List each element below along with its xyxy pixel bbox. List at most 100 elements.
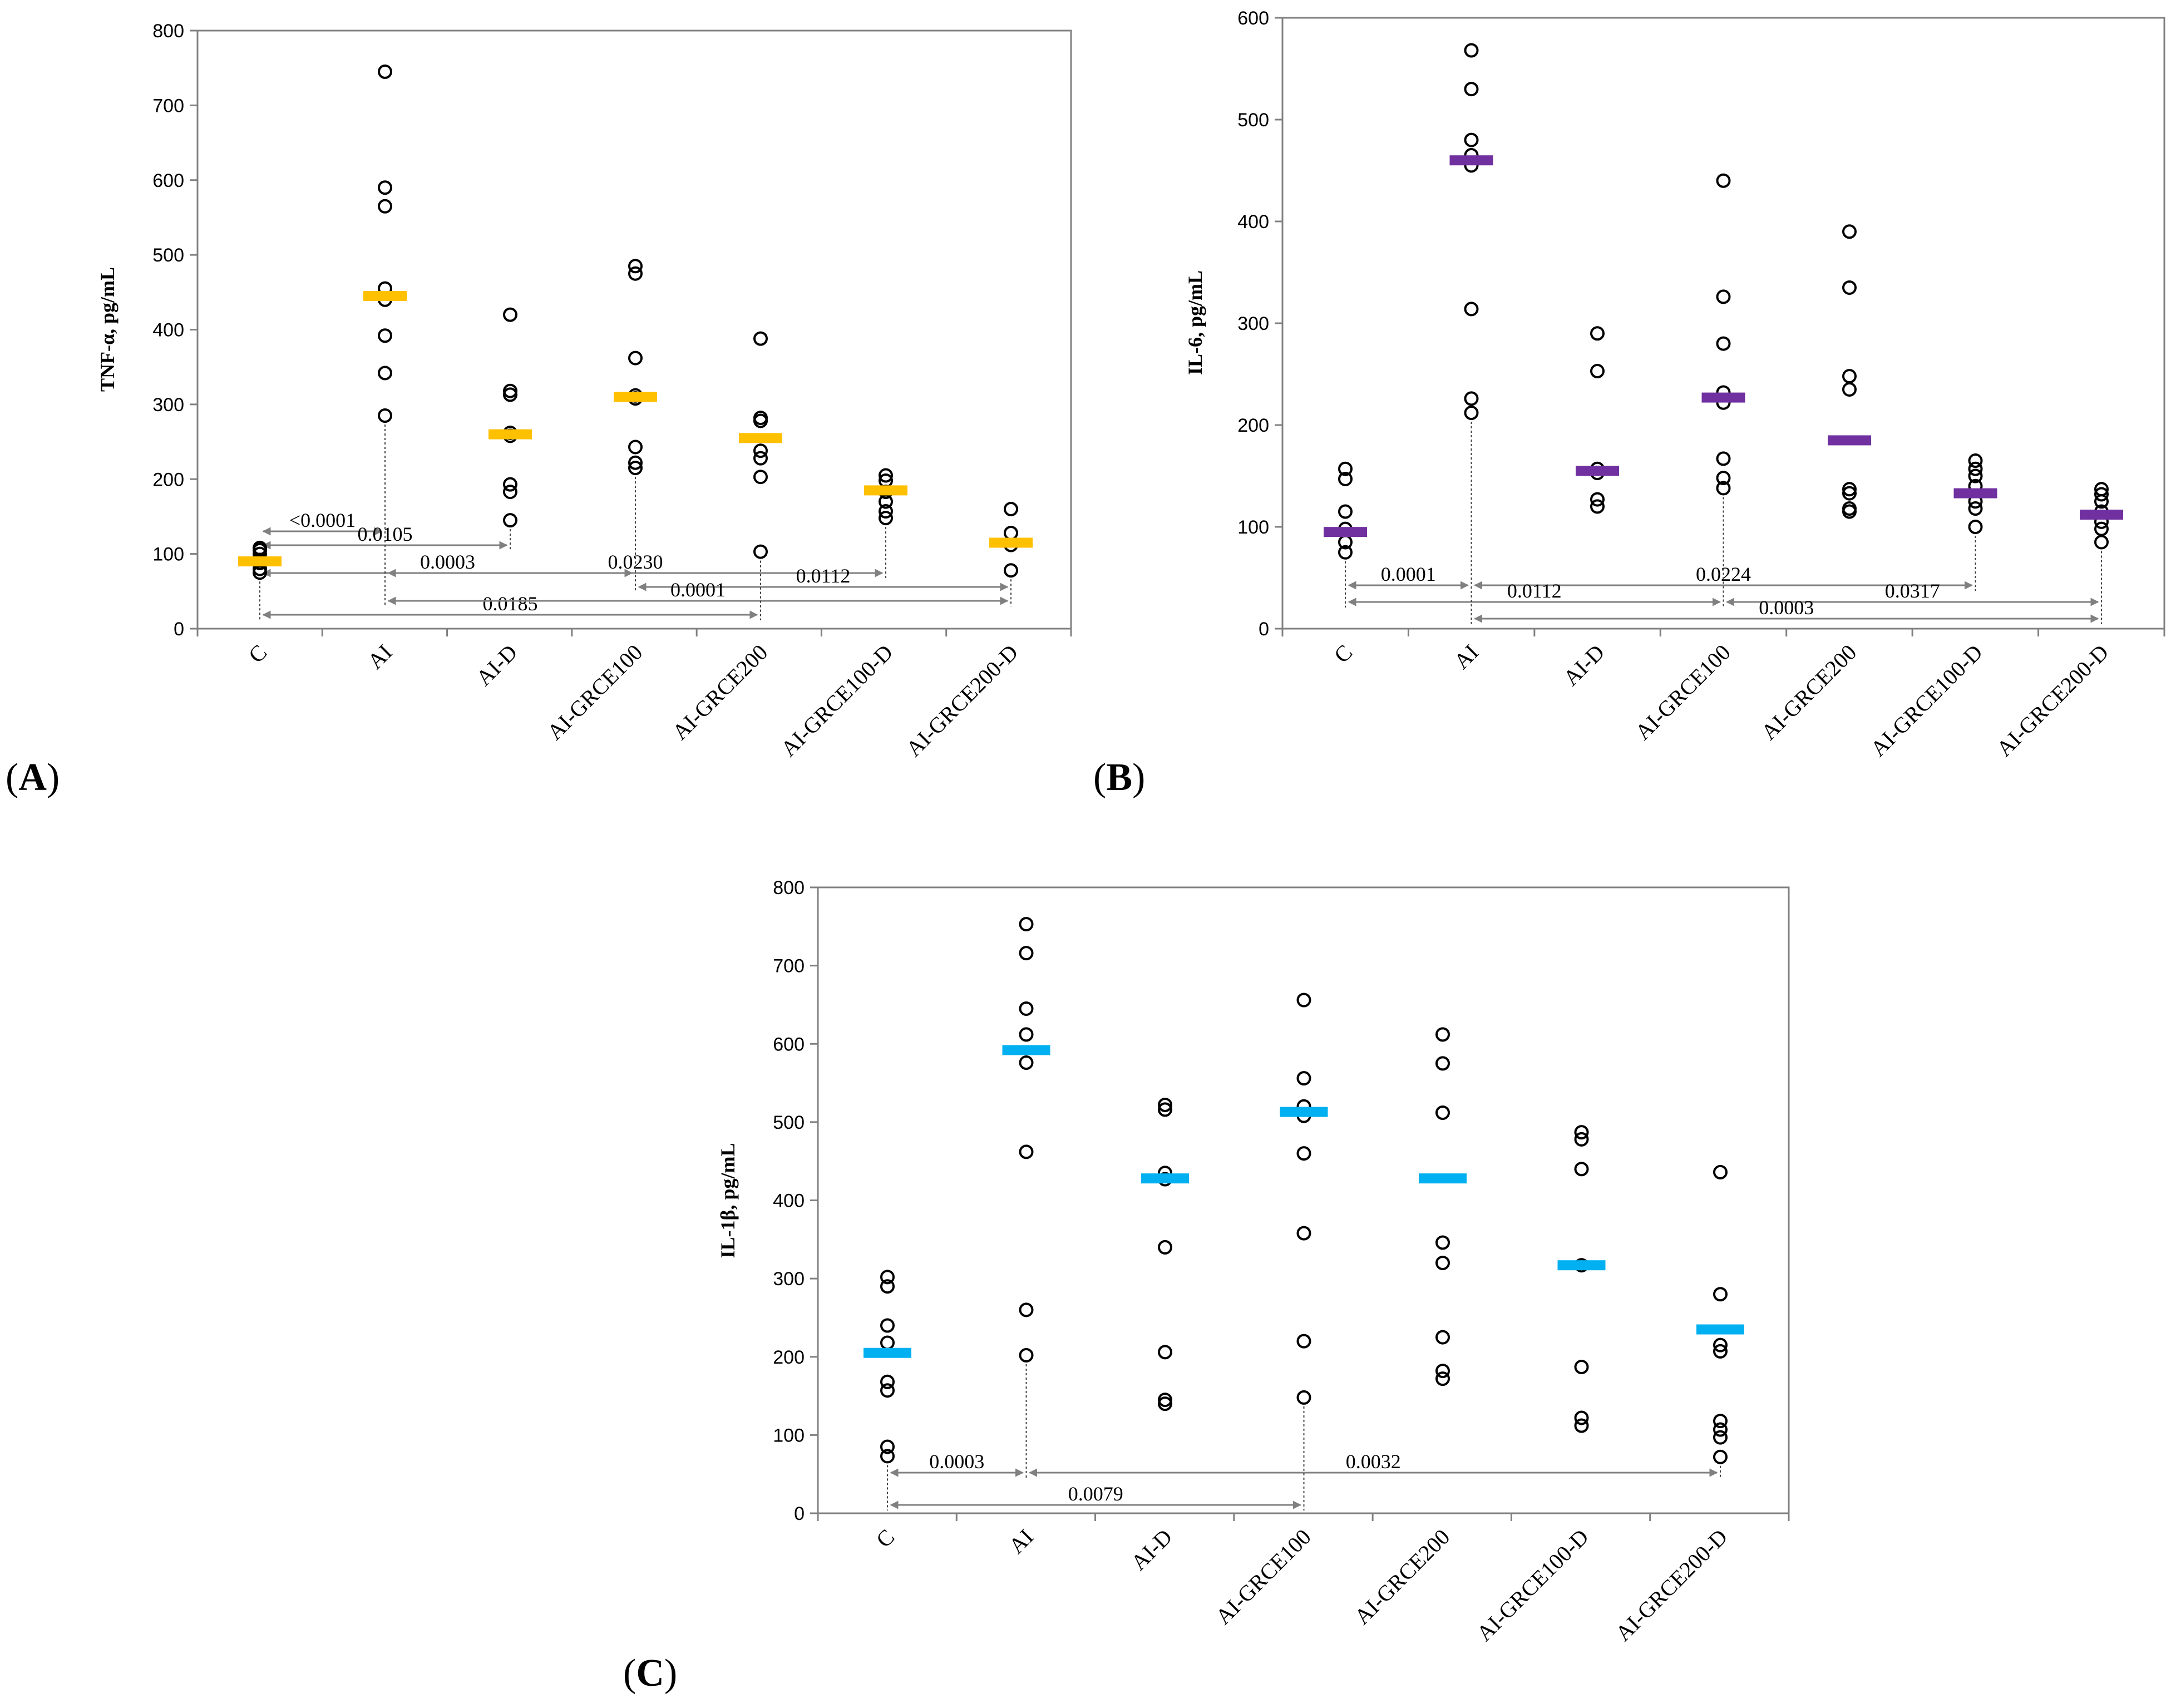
data-point [1842, 369, 1857, 384]
x-category-label: AI-GRCE100 [1211, 1524, 1316, 1630]
y-tick-label: 600 [1237, 8, 1269, 29]
p-value-label: 0.0317 [1885, 580, 1940, 602]
group-means [1324, 155, 2123, 537]
data-point [1590, 492, 1605, 507]
data-point [1713, 1164, 1728, 1179]
y-axis-label: TNF-α, pg/mL [96, 267, 119, 392]
data-point [378, 328, 392, 343]
data-point [1019, 1347, 1034, 1363]
data-point [1842, 486, 1857, 501]
data-point [753, 544, 768, 559]
mean-bar [1324, 527, 1367, 537]
x-category-label: AI-GRCE200 [1349, 1524, 1454, 1630]
y-tick-label: 600 [773, 1034, 805, 1055]
data-point [1968, 453, 1983, 468]
data-point [378, 180, 392, 195]
data-point [1716, 289, 1731, 304]
data-point [753, 331, 768, 346]
panel-a-chart: TNF-α, pg/mL 0 100 200 300 400 500 600 700 800 C… [96, 21, 1072, 761]
x-category-label: AI [363, 640, 397, 674]
data-point [503, 485, 517, 500]
data-point [880, 1270, 895, 1285]
data-point [378, 64, 392, 79]
data-point [1158, 1102, 1172, 1117]
data-point [503, 477, 517, 492]
data-point [1716, 451, 1731, 466]
y-axis-ticks: 0 100 200 300 400 500 600 700 800 [773, 877, 818, 1524]
data-point [753, 443, 768, 458]
data-point [1464, 82, 1479, 97]
p-value-label: 0.0001 [1381, 563, 1436, 585]
y-tick-label: 100 [152, 544, 184, 565]
data-point [1158, 1097, 1172, 1112]
x-category-label: C [871, 1524, 900, 1553]
panel-label-a: (A) [6, 756, 60, 799]
data-point [1435, 1256, 1450, 1270]
data-point [1842, 382, 1857, 397]
x-category-label: AI [1449, 640, 1483, 674]
data-point [1713, 1430, 1728, 1445]
data-point [1590, 326, 1605, 341]
data-point [1574, 1132, 1589, 1147]
mean-bar [1701, 392, 1745, 403]
data-point [1590, 499, 1605, 514]
data-point [879, 468, 893, 483]
mean-bar [864, 485, 907, 496]
y-tick-label: 700 [152, 95, 184, 116]
y-tick-label: 800 [152, 21, 184, 42]
comparison-brackets: 0.0003 0.0032 0.0079 [887, 1364, 1721, 1510]
y-tick-label: 800 [773, 877, 805, 899]
data-point [1713, 1422, 1728, 1437]
data-point [753, 470, 768, 485]
data-point [880, 1279, 895, 1294]
data-point [1574, 1360, 1589, 1375]
y-tick-label: 0 [174, 619, 184, 640]
data-point [880, 1439, 895, 1454]
x-category-label: AI-D [1126, 1524, 1177, 1576]
data-point [880, 1449, 895, 1464]
data-point [1019, 1144, 1034, 1159]
data-point [1842, 482, 1857, 497]
data-point [1158, 1396, 1172, 1411]
data-point [1968, 468, 1983, 483]
y-tick-label: 500 [773, 1112, 805, 1133]
mean-bar [864, 1347, 911, 1358]
data-point [1968, 520, 1983, 534]
data-point [2094, 487, 2109, 502]
mean-bar [363, 291, 407, 302]
data-point [1019, 1027, 1034, 1042]
x-category-label: AI-D [471, 640, 522, 691]
y-tick-label: 300 [1237, 313, 1269, 334]
data-point [1338, 504, 1353, 519]
x-category-label: AI-D [1558, 640, 1610, 691]
plot-frame [1281, 17, 2165, 630]
mean-bar [614, 392, 657, 402]
mean-bar [1419, 1173, 1467, 1184]
data-point [1435, 1056, 1450, 1071]
p-value-label: 0.0185 [483, 593, 538, 615]
p-value-label: 0.0003 [1759, 596, 1814, 619]
x-category-label: AI [1004, 1524, 1038, 1559]
data-point [2094, 535, 2109, 550]
mean-bar [989, 537, 1033, 548]
mean-bar [489, 429, 532, 440]
y-tick-label: 100 [773, 1425, 805, 1446]
data-point [1296, 1334, 1311, 1349]
data-point [1296, 1226, 1311, 1241]
data-point [1004, 563, 1018, 578]
y-tick-label: 200 [773, 1347, 805, 1368]
y-tick-label: 0 [794, 1503, 805, 1524]
data-point [1296, 1146, 1311, 1161]
y-axis-ticks: 0 100 200 300 400 500 600 [1237, 8, 1282, 640]
group-means [238, 291, 1033, 567]
panel-c-chart: IL-1β, pg/mL 0 100 200 300 400 500 600 700 800 C… [717, 877, 1790, 1646]
panel-b-chart: IL-6, pg/mL 0 100 200 300 400 500 600 C AI AI-D A… [1184, 8, 2165, 761]
data-point [1713, 1449, 1728, 1464]
y-tick-label: 400 [1237, 211, 1269, 233]
mean-bar [1557, 1260, 1606, 1271]
data-point [880, 1374, 895, 1389]
data-point [1716, 471, 1731, 486]
data-point [1713, 1414, 1728, 1429]
x-category-label: AI-GRCE200 [1756, 640, 1861, 745]
